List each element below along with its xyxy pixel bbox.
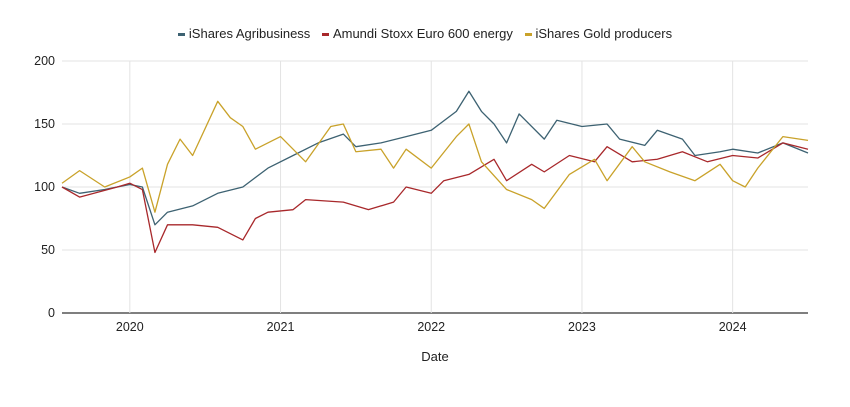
x-tick-label: 2022 xyxy=(417,320,445,334)
legend-label: iShares Gold producers xyxy=(535,26,673,41)
y-tick-label: 150 xyxy=(34,117,55,131)
y-tick-label: 0 xyxy=(48,306,55,320)
legend-swatch xyxy=(177,33,185,37)
legend-swatch xyxy=(524,33,532,37)
legend-item-gold[interactable]: iShares Gold producers xyxy=(524,26,673,41)
y-axis-labels: 0 50 100 150 200 xyxy=(34,54,55,320)
series-lines xyxy=(61,90,809,254)
legend-item-agribusiness[interactable]: iShares Agribusiness xyxy=(177,26,311,41)
x-tick-label: 2021 xyxy=(267,320,295,334)
series-line-2 xyxy=(61,100,809,213)
x-tick-label: 2024 xyxy=(719,320,747,334)
legend-label: Amundi Stoxx Euro 600 energy xyxy=(332,26,513,41)
x-tick-label: 2023 xyxy=(568,320,596,334)
legend-swatch xyxy=(321,33,329,37)
x-axis-labels: 2020 2021 2022 2023 2024 xyxy=(116,320,747,334)
legend: iShares Agribusiness Amundi Stoxx Euro 6… xyxy=(0,26,850,41)
legend-item-energy[interactable]: Amundi Stoxx Euro 600 energy xyxy=(321,26,513,41)
gridlines xyxy=(62,60,808,314)
x-axis-title: Date xyxy=(421,349,448,364)
x-tick-label: 2020 xyxy=(116,320,144,334)
series-line-0 xyxy=(61,90,809,226)
legend-label: iShares Agribusiness xyxy=(188,26,311,41)
y-tick-label: 100 xyxy=(34,180,55,194)
y-tick-label: 200 xyxy=(34,54,55,68)
series-line-1 xyxy=(61,142,809,254)
y-tick-label: 50 xyxy=(41,243,55,257)
